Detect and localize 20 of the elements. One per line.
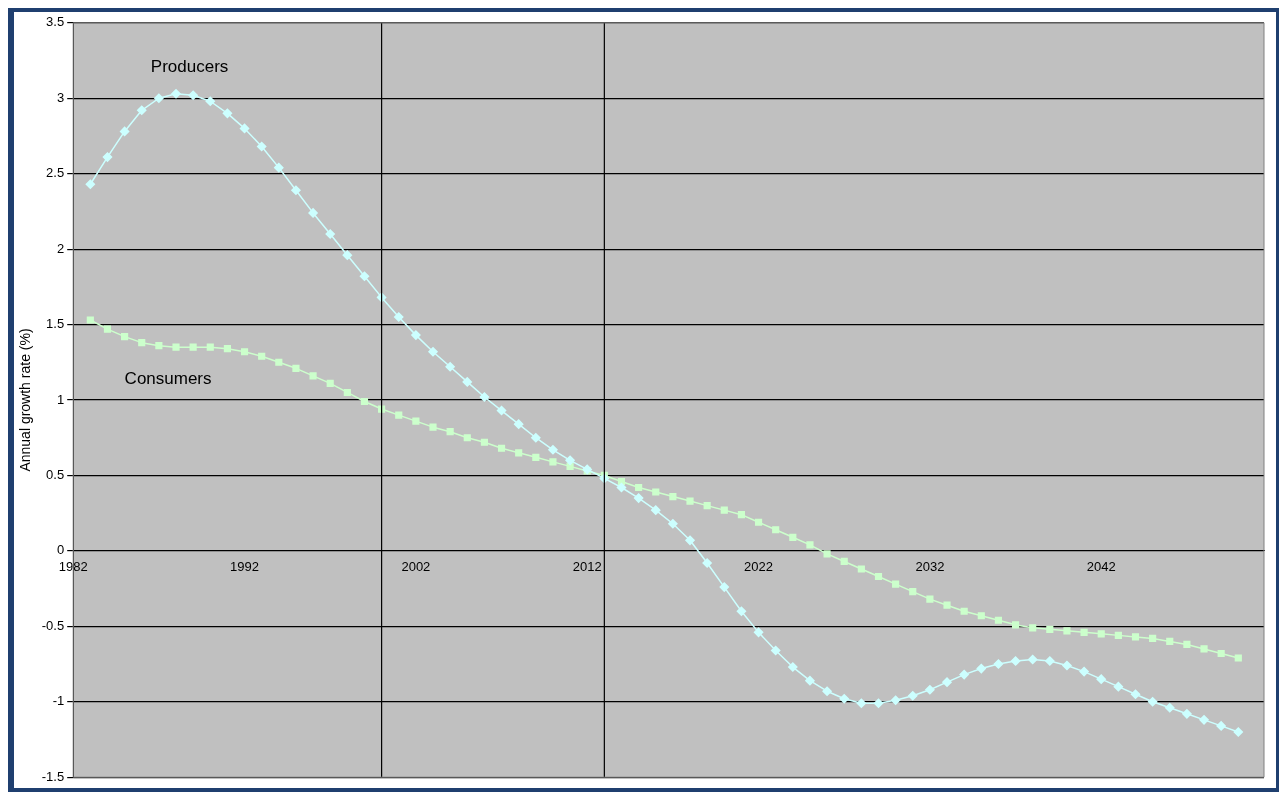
series-label: Producers <box>150 57 229 77</box>
x-tick-label: 2012 <box>572 559 602 575</box>
y-tick-label: -0.5 <box>41 617 65 633</box>
y-tick-label: 2.5 <box>46 165 65 181</box>
y-tick-label: 3 <box>56 89 65 105</box>
y-tick-label: -1.5 <box>41 768 65 784</box>
y-tick-label: 0.5 <box>46 467 65 483</box>
series-label: Consumers <box>124 368 212 388</box>
y-tick-label: 1.5 <box>46 316 65 332</box>
y-tick-label: 1 <box>56 391 65 407</box>
x-tick-label: 2022 <box>744 559 774 575</box>
x-tick-label: 1992 <box>230 559 259 575</box>
y-tick-label: 3.5 <box>46 14 65 30</box>
x-tick-label: 2042 <box>1086 559 1116 575</box>
x-tick-label: 2032 <box>915 559 945 575</box>
y-tick-label: 2 <box>56 240 65 256</box>
y-axis-title: Annual growth rate (%) <box>17 328 34 472</box>
x-tick-label: 2002 <box>401 559 431 575</box>
y-tick-label: -1 <box>52 693 65 709</box>
y-tick-label: 0 <box>56 542 65 558</box>
